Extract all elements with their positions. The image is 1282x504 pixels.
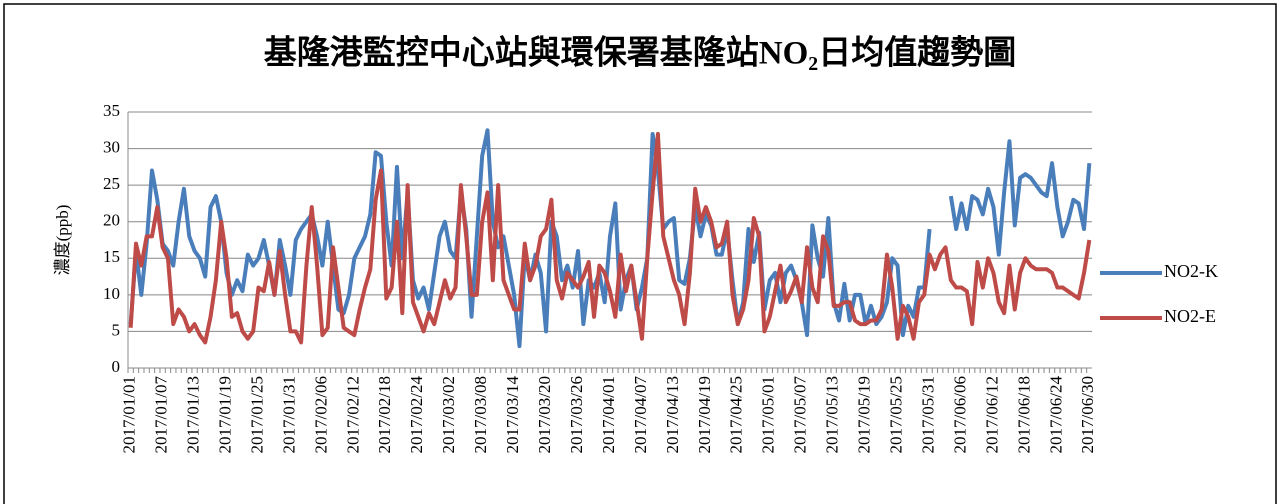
x-tick-label: 2017/04/13 bbox=[663, 376, 682, 453]
y-tick-label: 5 bbox=[112, 320, 121, 339]
y-tick-label: 25 bbox=[103, 174, 120, 193]
x-tick-label: 2017/02/12 bbox=[343, 376, 362, 453]
x-tick-label: 2017/01/01 bbox=[120, 376, 139, 453]
x-tick-label: 2017/03/26 bbox=[567, 376, 586, 453]
x-tick-label: 2017/03/08 bbox=[471, 376, 490, 453]
x-tick-label: 2017/03/20 bbox=[535, 376, 554, 453]
y-tick-label: 15 bbox=[103, 247, 120, 266]
legend-label: NO2-E bbox=[1164, 306, 1216, 326]
x-tick-label: 2017/05/07 bbox=[791, 376, 810, 454]
x-tick-label: 2017/05/19 bbox=[855, 376, 874, 453]
x-tick-label: 2017/04/19 bbox=[695, 376, 714, 453]
y-tick-label: 30 bbox=[103, 137, 120, 156]
x-tick-label: 2017/04/07 bbox=[631, 376, 650, 454]
y-tick-label: 10 bbox=[103, 284, 120, 303]
x-tick-label: 2017/04/01 bbox=[599, 376, 618, 453]
x-tick-label: 2017/04/25 bbox=[727, 376, 746, 453]
x-tick-label: 2017/01/07 bbox=[152, 376, 171, 454]
x-tick-label: 2017/02/06 bbox=[311, 376, 330, 453]
legend-label: NO2-K bbox=[1164, 261, 1218, 281]
x-tick-label: 2017/03/14 bbox=[503, 376, 522, 454]
y-tick-label: 0 bbox=[112, 357, 121, 376]
x-tick-label: 2017/03/02 bbox=[439, 376, 458, 453]
y-axis-label: 濃度(ppb) bbox=[53, 205, 72, 276]
x-tick-label: 2017/05/25 bbox=[887, 376, 906, 453]
x-tick-label: 2017/06/30 bbox=[1078, 376, 1097, 453]
x-tick-label: 2017/01/25 bbox=[247, 376, 266, 453]
x-tick-label: 2017/06/24 bbox=[1046, 376, 1065, 454]
data-line bbox=[128, 128, 1092, 349]
x-tick-label: 2017/05/13 bbox=[823, 376, 842, 453]
chart-frame bbox=[3, 3, 1277, 504]
y-tick-label: 20 bbox=[103, 211, 120, 230]
x-tick-label: 2017/06/12 bbox=[982, 376, 1001, 453]
data-line bbox=[128, 131, 1092, 345]
x-tick-label: 2017/02/18 bbox=[375, 376, 394, 453]
x-tick-label: 2017/06/18 bbox=[1014, 376, 1033, 453]
chart-title: 基隆港監控中心站與環保署基隆站NO₂日均值趨勢圖 bbox=[264, 35, 1016, 72]
y-tick-label: 35 bbox=[103, 101, 120, 120]
x-tick-label: 2017/01/13 bbox=[183, 376, 202, 453]
x-tick-label: 2017/05/01 bbox=[759, 376, 778, 453]
x-tick-label: 2017/02/24 bbox=[407, 376, 426, 454]
x-tick-label: 2017/01/31 bbox=[279, 376, 298, 453]
x-tick-label: 2017/01/19 bbox=[215, 376, 234, 453]
x-tick-label: 2017/05/31 bbox=[918, 376, 937, 453]
x-tick-label: 2017/06/06 bbox=[950, 376, 969, 453]
